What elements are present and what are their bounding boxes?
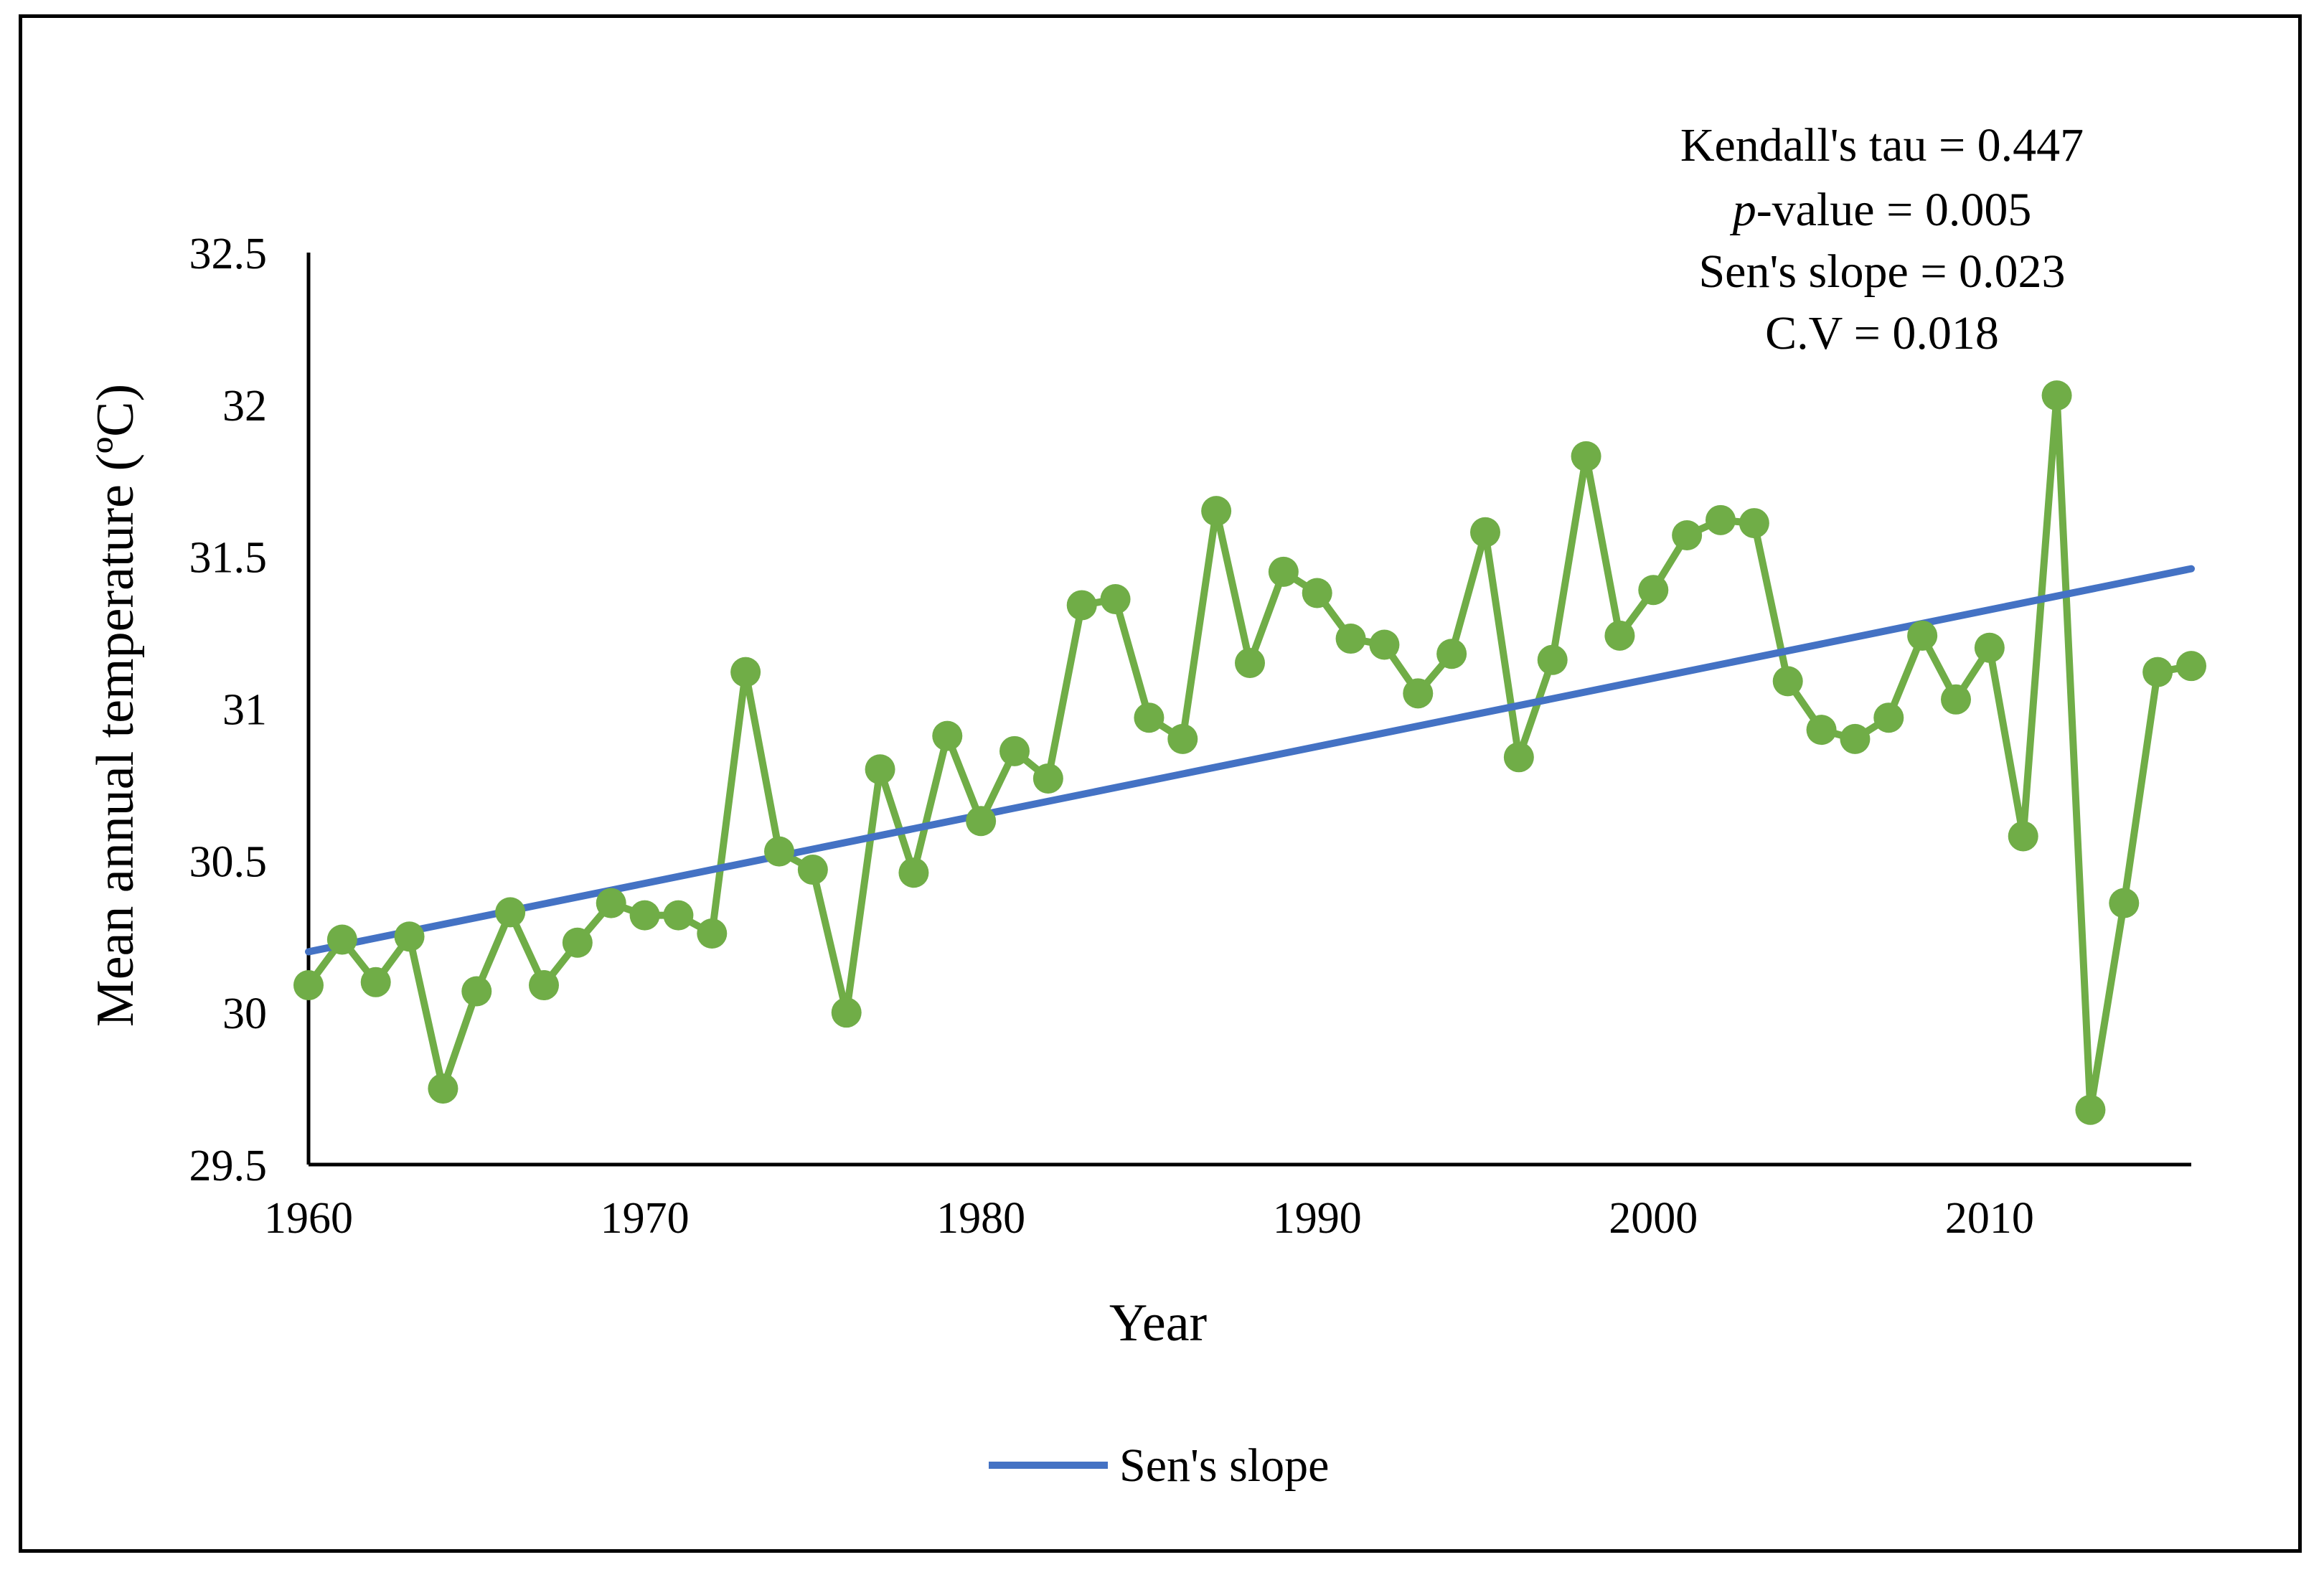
temperature-point — [1403, 678, 1434, 709]
temperature-point — [1503, 742, 1534, 773]
temperature-point — [1235, 647, 1265, 678]
temperature-point — [1134, 702, 1165, 733]
temperature-series-line — [305, 392, 2192, 1114]
y-tick-label: 31 — [222, 686, 267, 735]
temperature-point — [293, 970, 324, 1001]
temperature-point — [1840, 723, 1871, 754]
x-tick-label: 1990 — [1273, 1194, 1362, 1243]
y-tick-labels: 29.5 30 30.5 31 31.5 32 32.5 — [189, 230, 268, 1190]
temperature-point — [394, 921, 425, 952]
temperature-point — [1436, 639, 1467, 669]
temperature-point — [596, 888, 626, 918]
x-tick-label: 1970 — [601, 1194, 690, 1243]
x-tick-label: 1960 — [264, 1194, 353, 1243]
temperature-point — [797, 855, 828, 885]
temperature-point — [2176, 651, 2206, 682]
temperature-point — [562, 927, 593, 958]
temperature-point — [1638, 575, 1669, 606]
temperature-point — [1302, 578, 1332, 608]
sens-slope-annotation: Sen's slope = 0.023 — [1698, 245, 2065, 298]
temperature-point — [730, 657, 761, 687]
x-tick-label: 1980 — [936, 1194, 1025, 1243]
sens-slope-trend-line — [305, 565, 2195, 956]
series-layer — [293, 380, 2206, 1125]
temperature-point — [1672, 520, 1703, 551]
temperature-point — [360, 967, 391, 997]
temperature-point — [697, 918, 728, 949]
temperature-point — [629, 900, 660, 931]
y-axis-title: Mean annual temperature (ºC) — [86, 384, 145, 1027]
temperature-point — [865, 754, 895, 785]
temperature-point — [2142, 657, 2173, 687]
p-value-annotation: p-value = 0.005 — [1730, 184, 2032, 236]
temperature-point — [1268, 556, 1299, 587]
x-tick-label: 2010 — [1945, 1194, 2034, 1243]
chart-frame — [19, 14, 2302, 1553]
temperature-point — [1369, 629, 1400, 660]
statistics-annotation: Kendall's tau = 0.447 p-value = 0.005 Se… — [1680, 119, 2084, 359]
kendall-tau-annotation: Kendall's tau = 0.447 — [1680, 119, 2084, 171]
temperature-point — [2008, 821, 2038, 852]
temperature-point — [932, 720, 963, 751]
temperature-point — [1100, 583, 1131, 614]
temperature-point — [898, 857, 929, 888]
cv-annotation: C.V = 0.018 — [1765, 307, 1999, 359]
temperature-point — [1604, 620, 1635, 651]
temperature-point — [326, 924, 357, 955]
y-tick-label: 29.5 — [189, 1142, 268, 1190]
legend-label-sens-slope: Sen's slope — [1119, 1439, 1329, 1492]
y-tick-label: 31.5 — [189, 534, 268, 583]
temperature-point — [495, 897, 526, 928]
temperature-point — [428, 1073, 458, 1104]
temperature-point — [461, 976, 492, 1007]
temperature-point — [1335, 624, 1366, 654]
p-value-rest: -value = 0.005 — [1756, 184, 2032, 236]
temperature-point — [1066, 590, 1097, 621]
temperature-point — [1739, 508, 1769, 539]
legend: Sen's slope — [989, 1439, 1329, 1492]
temperature-point — [2075, 1094, 2106, 1125]
temperature-point — [1873, 702, 1904, 733]
temperature-point — [1907, 620, 1938, 651]
temperature-point — [2109, 888, 2140, 918]
y-tick-label: 32.5 — [189, 230, 268, 278]
temperature-point — [529, 970, 559, 1001]
x-tick-labels: 1960 1970 1980 1990 2000 2010 — [264, 1194, 2034, 1243]
temperature-point — [1032, 763, 1063, 794]
temperature-point — [966, 806, 997, 837]
temperature-point — [1941, 684, 1971, 715]
temperature-point — [1772, 666, 1803, 697]
y-tick-label: 32 — [222, 382, 267, 431]
temperature-point — [663, 900, 694, 931]
x-tick-label: 2000 — [1609, 1194, 1698, 1243]
p-italic: p — [1730, 184, 1756, 236]
temperature-point — [1571, 441, 1601, 471]
temperature-point — [1806, 715, 1837, 746]
x-axis-title: Year — [1109, 1294, 1207, 1353]
y-tick-label: 30 — [222, 989, 267, 1038]
y-tick-label: 30.5 — [189, 837, 268, 886]
temperature-point — [1537, 644, 1568, 675]
temperature-point — [1974, 632, 2005, 663]
temperature-point — [1201, 496, 1232, 527]
temperature-point — [999, 735, 1030, 766]
temperature-point — [1470, 517, 1500, 547]
temperature-point — [831, 997, 862, 1028]
temperature-point — [1167, 723, 1198, 754]
temperature-point — [764, 836, 794, 867]
temperature-point — [1706, 504, 1736, 535]
temperature-point — [2041, 380, 2072, 411]
